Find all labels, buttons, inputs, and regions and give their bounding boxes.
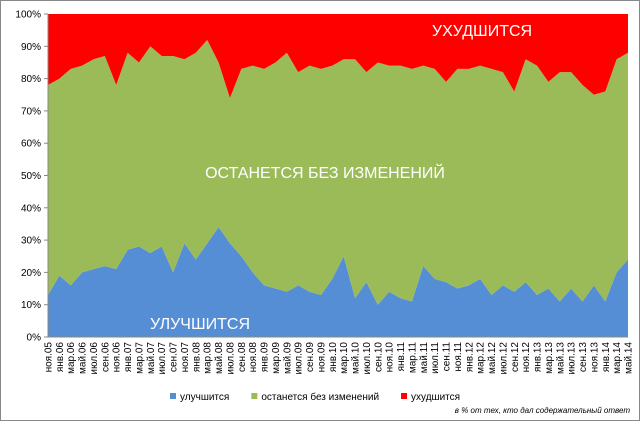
annotation: ОСТАНЕТСЯ БЕЗ ИЗМЕНЕНИЙ — [205, 163, 445, 182]
x-tick-label: сен.07 — [169, 342, 180, 372]
x-tick-label: сен.12 — [510, 342, 521, 372]
y-tick-label: 70% — [21, 106, 41, 117]
legend-label: улучшится — [180, 392, 229, 403]
legend-label: останется без изменений — [261, 391, 379, 403]
x-tick-label: ноя.06 — [112, 342, 123, 373]
x-tick-label: ноя.07 — [180, 342, 191, 373]
legend-swatch — [170, 393, 176, 399]
x-tick-label: сен.11 — [442, 342, 453, 372]
y-tick-label: 80% — [21, 74, 41, 85]
x-tick-label: май.09 — [282, 342, 293, 374]
x-tick-label: янв.12 — [464, 342, 475, 373]
x-tick-label: сен.06 — [100, 342, 111, 372]
x-tick-label: май.14 — [624, 342, 635, 374]
x-tick-label: мар.11 — [407, 342, 418, 374]
x-tick-label: июл.06 — [89, 342, 100, 375]
x-tick-label: янв.14 — [601, 342, 612, 373]
x-tick-label: май.08 — [214, 342, 225, 374]
legend-swatch — [401, 393, 408, 399]
x-tick-label: янв.09 — [260, 342, 271, 373]
x-tick-label: ноя.09 — [316, 342, 327, 373]
note: в % от тех, кто дал содержательный ответ — [455, 406, 631, 415]
x-tick-label: ноя.11 — [453, 342, 464, 372]
x-tick-label: ноя.12 — [521, 342, 532, 373]
x-tick-label: мар.06 — [66, 342, 77, 374]
x-tick-label: мар.10 — [339, 342, 350, 374]
annotation: УХУДШИТСЯ — [432, 23, 532, 40]
x-tick-label: мар.12 — [476, 342, 487, 374]
y-tick-label: 40% — [21, 203, 41, 214]
x-tick-label: июл.13 — [567, 342, 578, 375]
legend-swatch — [251, 393, 258, 399]
x-tick-label: сен.09 — [305, 342, 316, 372]
x-tick-label: июл.08 — [225, 342, 236, 375]
area — [48, 14, 628, 98]
x-tick-label: май.07 — [146, 342, 157, 374]
y-tick-label: 20% — [21, 268, 41, 279]
x-tick-label: янв.11 — [396, 342, 407, 372]
y-tick-label: 50% — [21, 171, 41, 182]
x-tick-label: май.10 — [351, 342, 362, 374]
x-tick-label: сен.13 — [578, 342, 589, 372]
area — [48, 227, 628, 337]
area — [48, 39, 628, 305]
x-tick-label: янв.08 — [191, 342, 202, 373]
x-tick-label: мар.07 — [134, 342, 145, 374]
annotation: УЛУЧШИТСЯ — [150, 316, 250, 333]
x-tick-label: янв.07 — [123, 342, 134, 373]
x-tick-label: май.11 — [419, 342, 430, 374]
x-tick-label: мар.08 — [203, 342, 214, 374]
y-tick-label: 0% — [27, 333, 42, 344]
x-tick-label: ноя.05 — [44, 342, 55, 373]
x-tick-label: мар.09 — [271, 342, 282, 374]
y-tick-label: 60% — [21, 139, 41, 150]
x-tick-label: сен.10 — [373, 342, 384, 372]
x-tick-label: июл.10 — [362, 342, 373, 375]
x-tick-label: янв.10 — [328, 342, 339, 373]
x-tick-label: янв.06 — [55, 342, 66, 373]
x-tick-label: июл.12 — [498, 342, 509, 375]
x-tick-label: янв.13 — [533, 342, 544, 373]
x-tick-label: июл.11 — [430, 342, 441, 374]
x-tick-label: ноя.10 — [385, 342, 396, 373]
x-tick-label: май.12 — [487, 342, 498, 374]
x-tick-label: мар.13 — [544, 342, 555, 374]
y-tick-label: 90% — [21, 42, 41, 53]
y-tick-label: 100% — [15, 10, 41, 21]
x-tick-label: июл.07 — [157, 342, 168, 375]
x-tick-label: ноя.08 — [248, 342, 259, 373]
x-tick-label: май.06 — [78, 342, 89, 374]
x-tick-label: июл.09 — [294, 342, 305, 375]
x-tick-label: ноя.13 — [589, 342, 600, 373]
legend-label: ухудшится — [411, 392, 460, 403]
x-tick-label: сен.08 — [237, 342, 248, 372]
y-tick-label: 10% — [21, 300, 41, 311]
y-tick-label: 30% — [21, 236, 41, 247]
x-tick-label: май.13 — [555, 342, 566, 374]
x-tick-label: мар.14 — [612, 342, 623, 374]
